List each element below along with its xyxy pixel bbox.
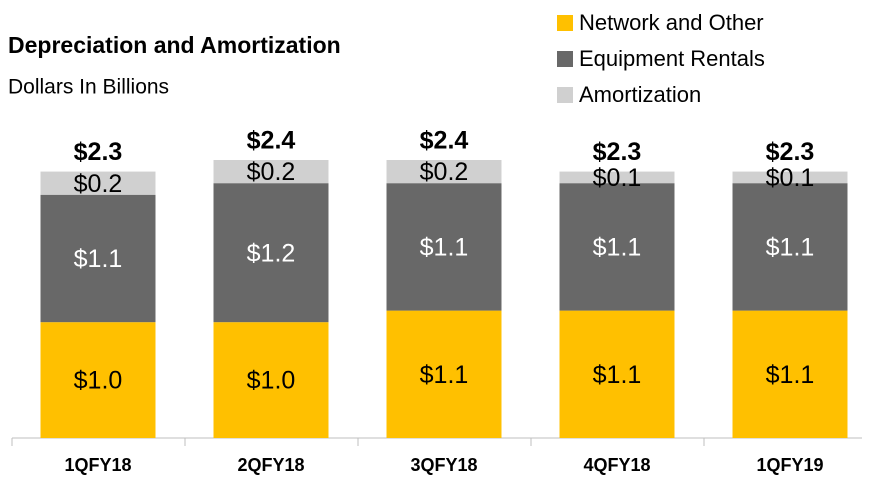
- chart-subtitle: Dollars In Billions: [8, 76, 169, 99]
- bar-segment: [40, 322, 156, 438]
- legend-label: Network and Other: [579, 10, 764, 35]
- chart-title: Depreciation and Amortization: [8, 32, 341, 58]
- data-label: $0.2: [74, 170, 123, 198]
- bar-segment: [559, 183, 675, 311]
- bar-segment: [386, 310, 502, 438]
- data-label: $0.1: [593, 164, 642, 192]
- legend-swatch: [557, 87, 573, 103]
- data-label: $0.2: [420, 158, 469, 186]
- data-label: $0.1: [766, 164, 815, 192]
- bar-segment: [40, 171, 156, 195]
- total-label: $2.3: [593, 138, 642, 166]
- data-label: $1.1: [74, 245, 123, 273]
- data-label: $1.1: [766, 233, 815, 261]
- data-label: $1.1: [420, 361, 469, 389]
- data-label: $1.1: [766, 361, 815, 389]
- x-tick-label: 1QFY18: [64, 455, 131, 475]
- data-label: $1.1: [593, 233, 642, 261]
- x-tick-label: 3QFY18: [410, 455, 477, 475]
- total-label: $2.4: [420, 127, 469, 155]
- legend-swatch: [557, 51, 573, 67]
- data-label: $1.2: [247, 239, 296, 267]
- total-label: $2.4: [247, 127, 296, 155]
- data-label: $1.1: [420, 233, 469, 261]
- total-label: $2.3: [766, 138, 815, 166]
- data-label: $1.1: [593, 361, 642, 389]
- bar-segment: [386, 183, 502, 311]
- x-tick-label: 4QFY18: [583, 455, 650, 475]
- bar-segment: [213, 183, 329, 323]
- x-tick-label: 2QFY18: [237, 455, 304, 475]
- bar-segment: [559, 310, 675, 438]
- data-label: $1.0: [247, 367, 296, 395]
- data-label: $1.0: [74, 367, 123, 395]
- data-label: $0.2: [247, 158, 296, 186]
- bar-segment: [213, 322, 329, 438]
- x-tick-label: 1QFY19: [756, 455, 823, 475]
- legend-swatch: [557, 15, 573, 31]
- bar-segment: [732, 183, 848, 311]
- bar-segment: [213, 160, 329, 184]
- bar-segment: [40, 194, 156, 323]
- bar-segment: [732, 171, 848, 184]
- total-label: $2.3: [74, 138, 123, 166]
- legend-label: Amortization: [579, 82, 701, 107]
- bar-segment: [732, 310, 848, 438]
- legend-label: Equipment Rentals: [579, 46, 765, 71]
- bar-segment: [386, 160, 502, 184]
- bar-segment: [559, 171, 675, 184]
